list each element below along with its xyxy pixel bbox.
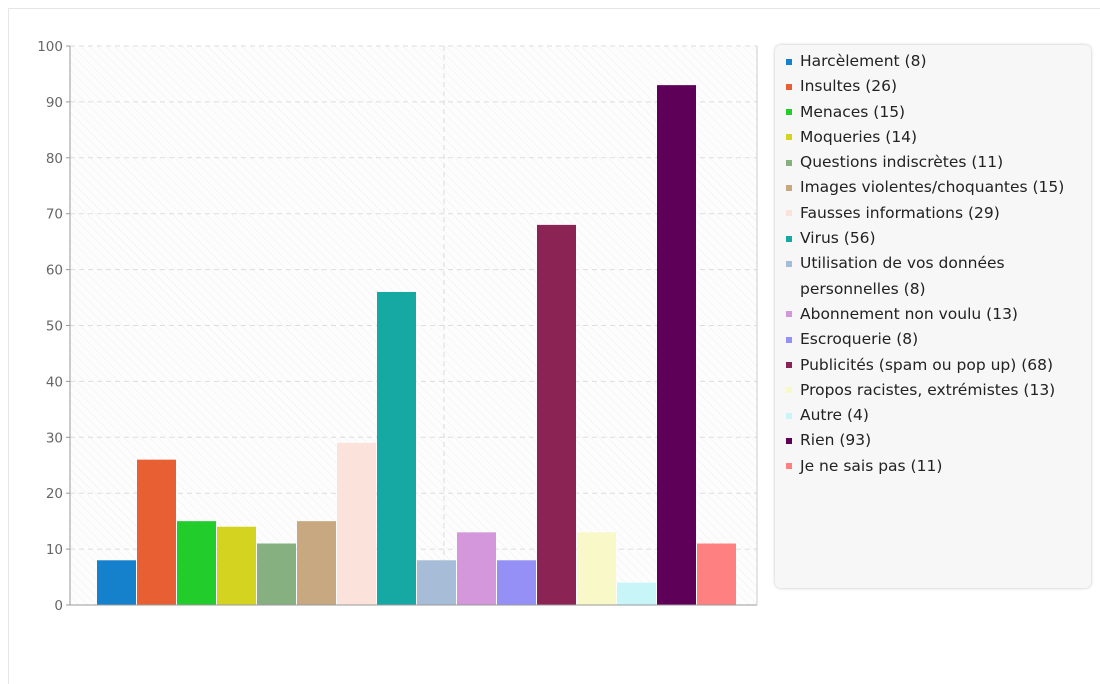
bar-7[interactable] <box>337 442 376 605</box>
y-tick-label: 80 <box>46 151 63 167</box>
y-tick-label: 50 <box>46 319 63 335</box>
y-tick-label: 10 <box>46 542 63 558</box>
legend-label: Publicités (spam ou pop up) (68) <box>800 355 1054 374</box>
legend-label: Je ne sais pas (11) <box>800 456 943 475</box>
legend-swatch <box>786 109 792 116</box>
y-tick-label: 0 <box>54 598 63 614</box>
legend-item[interactable]: Utilisation de vos données personnelles … <box>786 251 1091 302</box>
legend-item[interactable]: Je ne sais pas (11) <box>786 454 1091 479</box>
legend-label: Images violentes/choquantes (15) <box>800 178 1065 197</box>
legend-item[interactable]: Insultes (26) <box>786 74 1091 99</box>
legend-swatch <box>786 210 792 217</box>
legend-item[interactable]: Harcèlement (8) <box>786 49 1091 74</box>
legend-swatch <box>786 336 792 343</box>
legend-swatch <box>786 184 792 191</box>
legend-label: Menaces (15) <box>800 102 906 121</box>
legend-label: Fausses informations (29) <box>800 203 1000 222</box>
legend-item[interactable]: Abonnement non voulu (13) <box>786 302 1091 327</box>
chart-frame <box>8 8 1100 684</box>
bar-6[interactable] <box>297 521 336 605</box>
legend-item[interactable]: Autre (4) <box>786 403 1091 428</box>
bar-14[interactable] <box>617 582 656 605</box>
y-tick-label: 20 <box>46 486 63 502</box>
legend-item[interactable]: Virus (56) <box>786 226 1091 251</box>
bar-5[interactable] <box>257 543 296 605</box>
legend-label: Autre (4) <box>800 406 869 425</box>
legend-swatch <box>786 311 792 318</box>
legend-swatch <box>786 463 792 470</box>
legend-item[interactable]: Rien (93) <box>786 428 1091 453</box>
legend-label: Propos racistes, extrémistes (13) <box>800 380 1056 399</box>
legend-item[interactable]: Moqueries (14) <box>786 125 1091 150</box>
bar-11[interactable] <box>497 560 536 605</box>
legend-swatch <box>786 437 792 444</box>
bar-13[interactable] <box>577 532 616 605</box>
legend-item[interactable]: Fausses informations (29) <box>786 201 1091 226</box>
y-tick-label: 100 <box>37 39 63 55</box>
legend-label: Insultes (26) <box>800 77 898 96</box>
legend-item[interactable]: Escroquerie (8) <box>786 327 1091 352</box>
legend: Harcèlement (8) Insultes (26) Menaces (15)… <box>775 45 1091 588</box>
legend-label: Abonnement non voulu (13) <box>800 304 1018 323</box>
legend-label: Escroquerie (8) <box>800 330 919 349</box>
legend-item[interactable]: Menaces (15) <box>786 100 1091 125</box>
bar-1[interactable] <box>97 560 136 605</box>
legend-item[interactable]: Questions indiscrètes (11) <box>786 150 1091 175</box>
legend-label: Harcèlement (8) <box>800 52 927 70</box>
y-tick-labels: 0 10 20 30 40 50 60 70 80 90 100 <box>37 39 70 614</box>
bar-8[interactable] <box>377 291 416 605</box>
y-tick-label: 90 <box>46 95 63 111</box>
bar-12[interactable] <box>537 224 576 605</box>
legend-item[interactable]: Publicités (spam ou pop up) (68) <box>786 353 1091 378</box>
y-tick-label: 60 <box>46 263 63 279</box>
y-tick-label: 40 <box>46 374 63 390</box>
bar-10[interactable] <box>457 532 496 605</box>
legend-item[interactable]: Propos racistes, extrémistes (13) <box>786 378 1091 403</box>
legend-label: Virus (56) <box>800 229 876 248</box>
y-tick-label: 30 <box>46 430 63 446</box>
legend-label: Rien (93) <box>800 431 872 450</box>
bar-16[interactable] <box>697 543 736 605</box>
bar-3[interactable] <box>177 521 216 605</box>
legend-swatch <box>786 134 792 141</box>
y-tick-label: 70 <box>46 207 63 223</box>
legend-swatch <box>786 412 792 419</box>
legend-swatch <box>786 260 792 267</box>
legend-swatch <box>786 83 792 90</box>
bar-4[interactable] <box>217 526 256 605</box>
legend-label: Moqueries (14) <box>800 127 918 146</box>
legend-swatch <box>786 58 792 65</box>
legend-item[interactable]: Images violentes/choquantes (15) <box>786 175 1091 200</box>
bars <box>97 85 736 605</box>
legend-swatch <box>786 387 792 394</box>
legend-swatch <box>786 235 792 242</box>
legend-label: Questions indiscrètes (11) <box>800 153 1004 172</box>
bar-9[interactable] <box>417 560 456 605</box>
legend-swatch <box>786 159 792 166</box>
bar-2[interactable] <box>137 459 176 605</box>
legend-label: Utilisation de vos données personnelles … <box>800 254 1005 298</box>
legend-swatch <box>786 362 792 369</box>
bar-15[interactable] <box>657 85 696 605</box>
